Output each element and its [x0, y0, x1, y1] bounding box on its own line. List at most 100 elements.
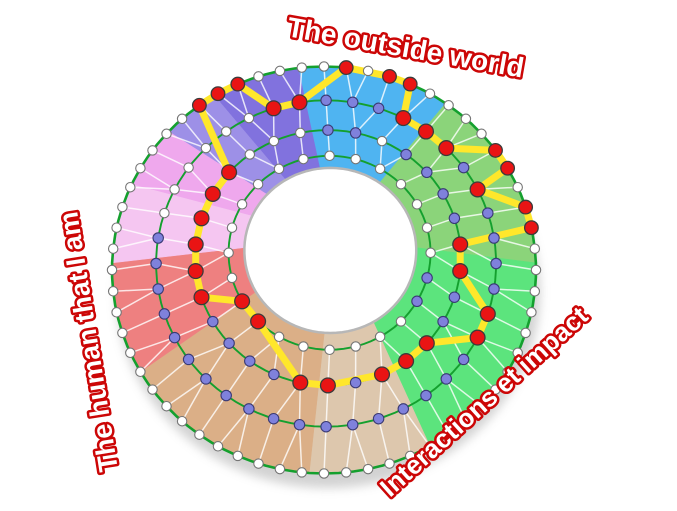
- node-second-23[interactable]: [243, 403, 255, 415]
- node-inner-21[interactable]: [252, 178, 264, 190]
- node-inner-16[interactable]: [234, 293, 251, 310]
- node-outer-10[interactable]: [500, 160, 516, 176]
- node-third-27[interactable]: [244, 149, 256, 160]
- node-inner-1[interactable]: [350, 153, 361, 165]
- node-third-26[interactable]: [221, 164, 238, 181]
- node-outer-27[interactable]: [384, 458, 395, 469]
- node-outer-34[interactable]: [232, 450, 244, 462]
- node-second-4[interactable]: [417, 123, 435, 140]
- node-outer-38[interactable]: [161, 400, 172, 412]
- node-outer-42[interactable]: [117, 327, 128, 339]
- node-second-2[interactable]: [372, 102, 385, 115]
- node-outer-19[interactable]: [512, 347, 523, 359]
- node-outer-57[interactable]: [253, 71, 264, 82]
- node-third-5[interactable]: [437, 188, 449, 200]
- node-second-22[interactable]: [267, 412, 280, 425]
- node-third-17[interactable]: [268, 368, 280, 381]
- node-second-35[interactable]: [200, 142, 212, 154]
- node-outer-8[interactable]: [476, 128, 487, 140]
- node-inner-8[interactable]: [411, 295, 423, 308]
- node-outer-35[interactable]: [212, 441, 224, 452]
- node-second-14[interactable]: [457, 353, 470, 366]
- node-second-25[interactable]: [200, 373, 212, 385]
- node-outer-14[interactable]: [529, 243, 541, 254]
- node-third-16[interactable]: [292, 374, 309, 391]
- node-second-10[interactable]: [490, 257, 502, 270]
- node-inner-4[interactable]: [411, 199, 423, 210]
- node-outer-4[interactable]: [402, 76, 418, 92]
- node-third-1[interactable]: [349, 127, 362, 139]
- node-third-2[interactable]: [376, 135, 388, 147]
- node-outer-1[interactable]: [338, 60, 354, 76]
- node-outer-49[interactable]: [125, 181, 136, 193]
- node-third-21[interactable]: [193, 289, 210, 306]
- node-outer-9[interactable]: [488, 142, 503, 158]
- node-outer-53[interactable]: [176, 113, 188, 125]
- node-third-3[interactable]: [400, 148, 412, 161]
- node-second-6[interactable]: [457, 161, 470, 174]
- node-second-15[interactable]: [440, 373, 453, 385]
- node-second-36[interactable]: [220, 126, 232, 137]
- node-outer-37[interactable]: [176, 415, 188, 427]
- node-inner-12[interactable]: [324, 344, 335, 356]
- node-second-39[interactable]: [291, 94, 308, 111]
- node-outer-17[interactable]: [526, 307, 537, 318]
- node-outer-16[interactable]: [529, 286, 541, 297]
- node-third-12[interactable]: [398, 353, 415, 370]
- node-third-29[interactable]: [295, 127, 306, 139]
- node-inner-11[interactable]: [350, 341, 361, 352]
- node-second-34[interactable]: [183, 162, 194, 173]
- node-outer-20[interactable]: [502, 366, 513, 378]
- node-inner-17[interactable]: [226, 272, 238, 284]
- node-outer-32[interactable]: [274, 463, 286, 475]
- node-outer-47[interactable]: [111, 222, 122, 233]
- node-third-25[interactable]: [204, 185, 221, 202]
- node-outer-12[interactable]: [518, 199, 534, 215]
- node-third-6[interactable]: [448, 212, 461, 225]
- node-second-26[interactable]: [182, 353, 195, 366]
- node-outer-0[interactable]: [318, 61, 330, 72]
- node-third-10[interactable]: [437, 315, 449, 328]
- node-outer-48[interactable]: [117, 201, 128, 213]
- node-third-24[interactable]: [193, 210, 210, 227]
- node-second-31[interactable]: [152, 232, 164, 244]
- node-outer-50[interactable]: [135, 162, 146, 174]
- node-outer-52[interactable]: [161, 128, 172, 140]
- node-outer-45[interactable]: [106, 264, 118, 276]
- node-outer-36[interactable]: [194, 429, 205, 440]
- node-second-27[interactable]: [168, 331, 181, 344]
- node-second-19[interactable]: [346, 418, 359, 431]
- node-second-1[interactable]: [346, 96, 359, 109]
- node-second-24[interactable]: [220, 389, 232, 402]
- node-second-33[interactable]: [169, 184, 180, 195]
- node-second-13[interactable]: [469, 329, 486, 346]
- node-outer-28[interactable]: [362, 463, 374, 475]
- node-third-14[interactable]: [349, 376, 362, 389]
- node-inner-13[interactable]: [298, 341, 309, 352]
- node-outer-30[interactable]: [318, 468, 330, 479]
- node-second-3[interactable]: [395, 110, 412, 127]
- node-third-15[interactable]: [319, 377, 336, 394]
- node-outer-24[interactable]: [443, 429, 454, 440]
- node-inner-20[interactable]: [236, 199, 248, 210]
- node-outer-51[interactable]: [147, 145, 158, 156]
- node-outer-29[interactable]: [340, 467, 352, 478]
- node-inner-22[interactable]: [273, 163, 285, 175]
- node-outer-55[interactable]: [210, 86, 226, 102]
- node-outer-33[interactable]: [253, 458, 264, 469]
- node-third-19[interactable]: [223, 337, 235, 349]
- node-inner-19[interactable]: [226, 222, 238, 233]
- node-second-17[interactable]: [397, 403, 410, 415]
- node-outer-18[interactable]: [520, 327, 531, 339]
- node-outer-58[interactable]: [274, 65, 286, 77]
- node-outer-44[interactable]: [107, 286, 119, 297]
- node-second-11[interactable]: [488, 283, 500, 295]
- node-inner-5[interactable]: [421, 222, 433, 233]
- node-outer-11[interactable]: [512, 181, 523, 193]
- node-inner-23[interactable]: [298, 153, 309, 165]
- node-inner-10[interactable]: [374, 331, 386, 343]
- node-second-28[interactable]: [158, 308, 171, 320]
- node-outer-5[interactable]: [424, 88, 436, 99]
- node-inner-6[interactable]: [425, 247, 436, 259]
- node-second-7[interactable]: [469, 181, 486, 198]
